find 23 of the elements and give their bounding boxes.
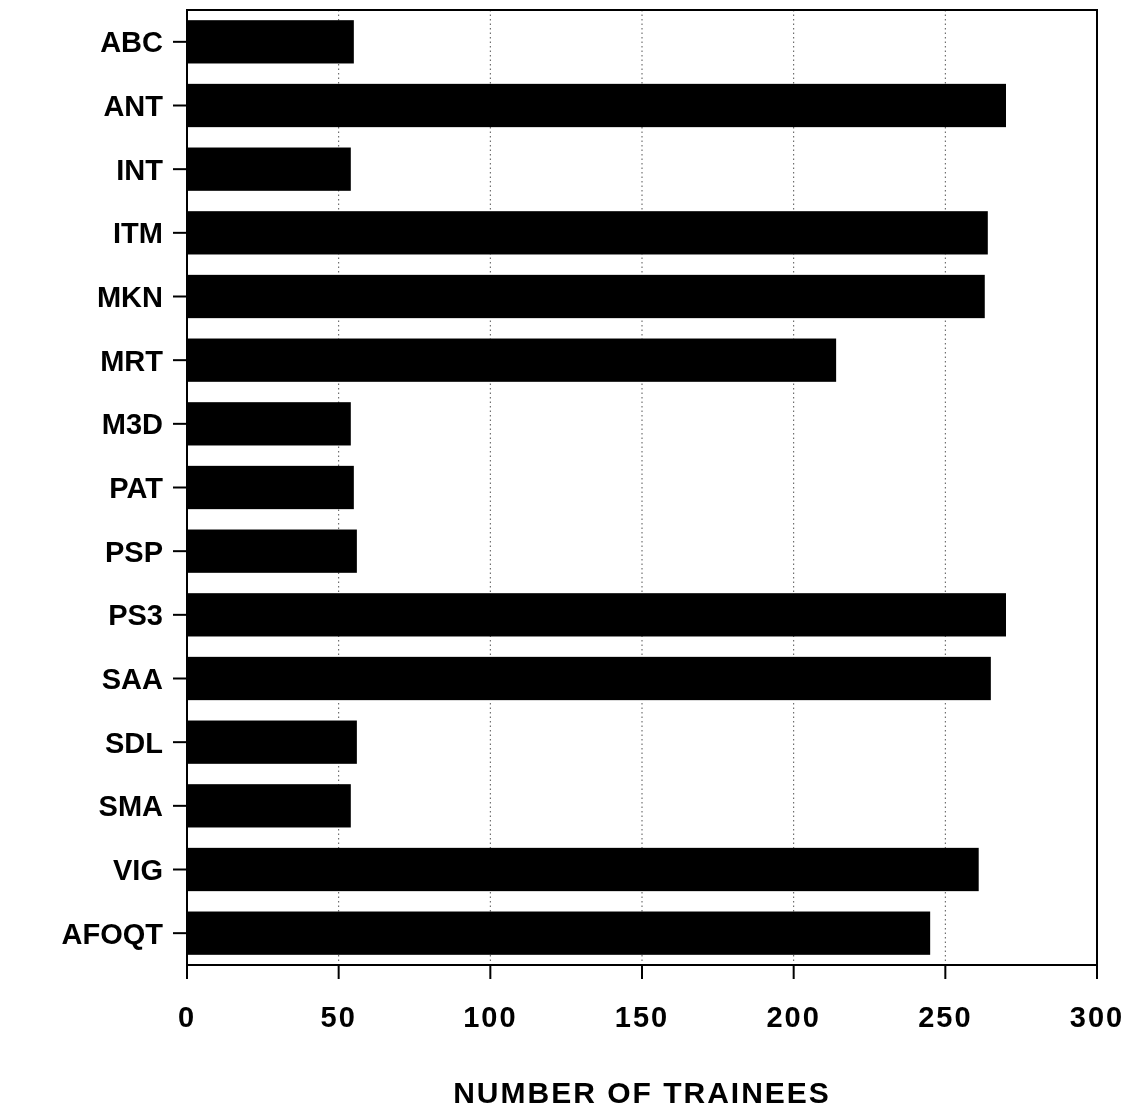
x-tick-label: 50	[320, 1001, 357, 1033]
x-tick-label: 100	[463, 1001, 518, 1033]
x-tick-label: 200	[766, 1001, 821, 1033]
y-tick-label: PS3	[108, 599, 163, 632]
y-tick-label: AFOQT	[61, 917, 164, 950]
x-tick-label: 0	[177, 1001, 197, 1033]
x-tick-label: 150	[614, 1001, 670, 1033]
x-axis-title: NUMBER OF TRAINEES	[453, 1076, 831, 1109]
x-tick-label: 300	[1069, 1001, 1125, 1033]
y-tick-label: VIG	[113, 853, 163, 886]
y-tick-label: SDL	[105, 726, 163, 759]
y-tick-label: PSP	[104, 535, 163, 568]
y-tick-label: INT	[116, 153, 164, 186]
x-tick-label: 250	[918, 1001, 973, 1033]
y-tick-label: SMA	[98, 790, 164, 823]
y-tick-label: MKN	[96, 280, 163, 313]
y-tick-label: ANT	[103, 89, 164, 122]
y-tick-label: MRT	[100, 344, 164, 377]
y-tick-label: ABC	[100, 26, 164, 59]
y-tick-label: SAA	[101, 662, 164, 695]
y-tick-label: M3D	[101, 408, 163, 441]
y-tick-label: ITM	[113, 217, 163, 250]
y-tick-label: PAT	[109, 471, 164, 504]
